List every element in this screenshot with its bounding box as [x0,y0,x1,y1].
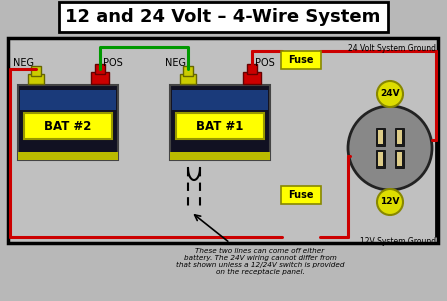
Bar [18,85,118,160]
Bar [170,85,270,160]
Circle shape [377,189,403,215]
Text: BAT #1: BAT #1 [196,119,244,132]
Text: 12V: 12V [380,197,400,206]
Bar [31,66,41,76]
Text: POS: POS [103,58,123,68]
Text: 12V System Ground: 12V System Ground [360,237,436,246]
Bar [397,152,402,166]
Bar [8,38,438,243]
Bar [95,64,105,74]
FancyBboxPatch shape [281,51,321,69]
Bar [395,128,404,146]
Text: Fuse: Fuse [288,190,314,200]
Text: These two lines can come off either
battery. The 24V wiring cannot differ from
t: These two lines can come off either batt… [176,248,344,275]
Bar [397,130,402,144]
Circle shape [348,106,432,190]
FancyBboxPatch shape [59,2,388,32]
Text: BAT #2: BAT #2 [44,119,92,132]
Bar [376,128,385,146]
Bar [180,74,196,84]
Bar [20,90,116,110]
Bar [183,66,193,76]
Text: NEG: NEG [13,58,34,68]
Bar [376,150,385,168]
Bar [378,152,383,166]
Bar [91,72,109,84]
Bar [170,152,270,160]
Text: 12 and 24 Volt – 4-Wire System: 12 and 24 Volt – 4-Wire System [65,8,381,26]
Text: Fuse: Fuse [288,55,314,65]
Bar [378,130,383,144]
Bar [243,72,261,84]
Text: POS: POS [255,58,275,68]
Bar [28,74,44,84]
FancyBboxPatch shape [281,186,321,204]
Bar [172,90,268,110]
Bar [24,113,112,139]
Text: NEG: NEG [164,58,186,68]
Bar [395,150,404,168]
Text: 24 Volt System Ground: 24 Volt System Ground [348,44,436,53]
Bar [176,113,264,139]
Bar [247,64,257,74]
Text: 24V: 24V [380,89,400,98]
Bar [18,152,118,160]
Circle shape [377,81,403,107]
